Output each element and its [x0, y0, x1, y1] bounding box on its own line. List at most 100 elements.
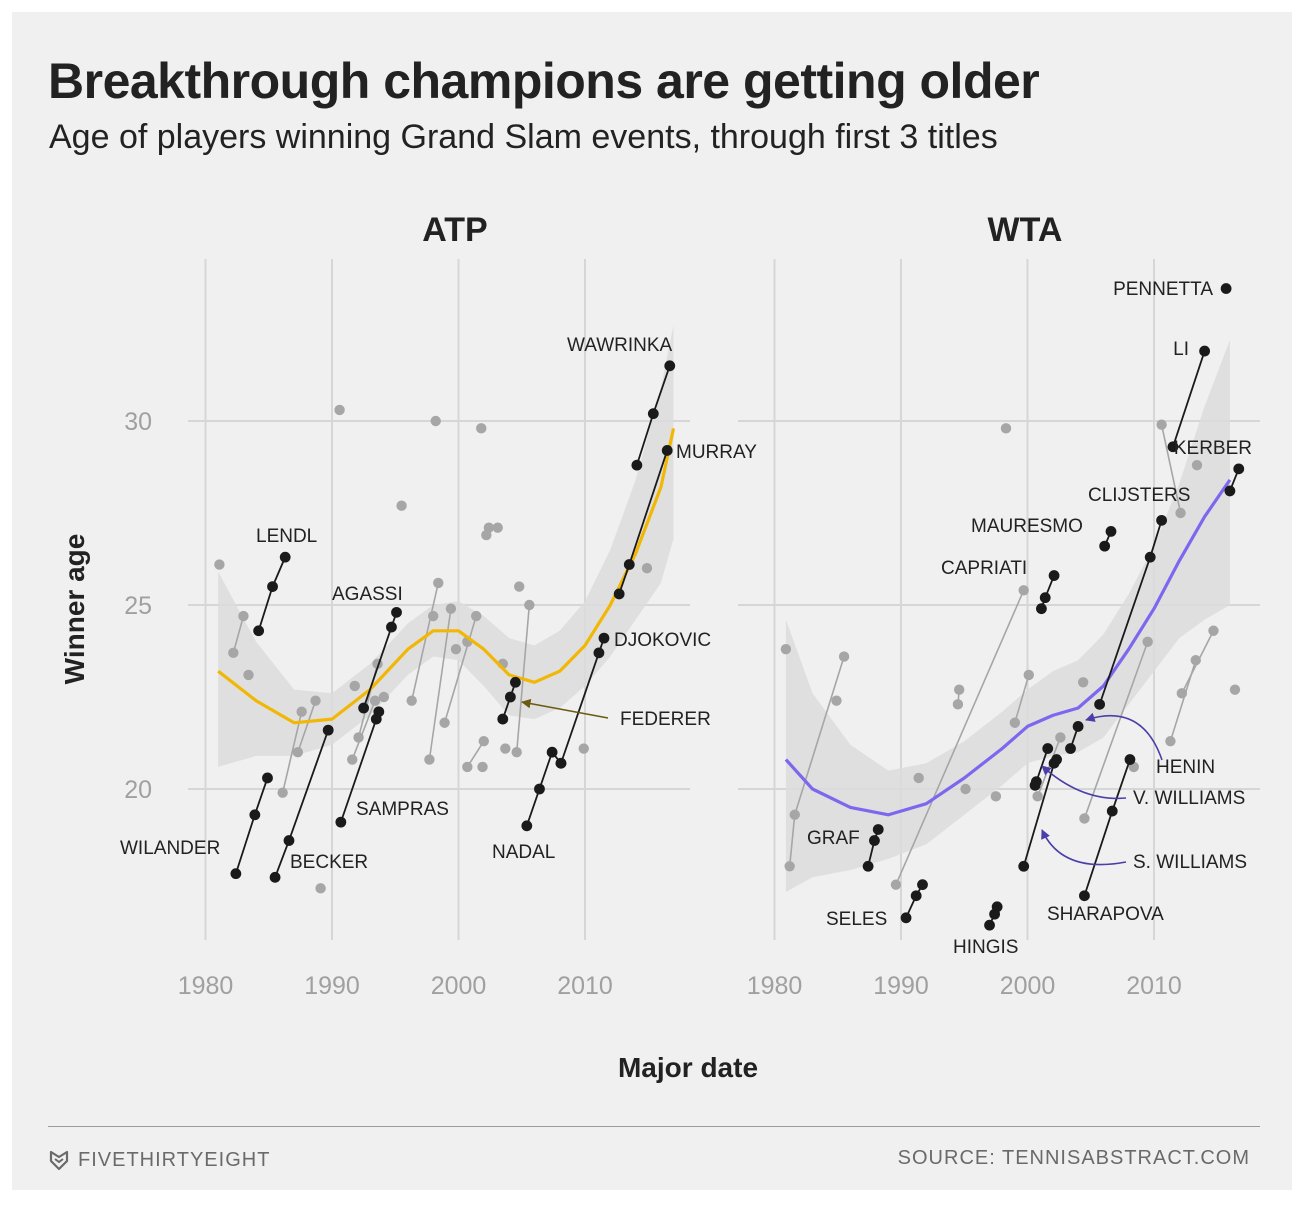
wta-other-point: [1156, 419, 1167, 430]
wta-label-li: LI: [1173, 339, 1189, 360]
atp-other-point: [471, 610, 482, 622]
wta-graf-point: [869, 835, 880, 846]
atp-other-player-line: [428, 608, 452, 760]
wta-other-point: [890, 879, 902, 890]
atp-other-point: [514, 581, 525, 592]
wta-label-mauresmo: MAURESMO: [971, 516, 1083, 537]
wta-other-point: [1077, 677, 1089, 688]
atp-label-sampras: SAMPRAS: [356, 799, 449, 820]
wta-label-s-williams: S. WILLIAMS: [1133, 852, 1247, 873]
atp-label-agassi: AGASSI: [332, 584, 403, 605]
wta-kerber-point: [1224, 485, 1236, 497]
atp-djokovic-point: [593, 647, 605, 659]
wta-other-point: [1176, 688, 1188, 699]
wta-facet-title: WTA: [988, 211, 1063, 249]
wta-graf-point: [862, 860, 874, 872]
wta-other-player-line: [895, 589, 1025, 885]
wta-other-point: [789, 809, 800, 820]
atp-lendl-point: [253, 625, 265, 637]
wta-other-point: [780, 643, 792, 655]
atp-other-point: [641, 563, 653, 574]
wta-trend-line: [784, 478, 1232, 817]
wta-s-williams-point: [1018, 860, 1030, 872]
wta-v-williams-point: [1042, 743, 1054, 754]
atp-other-point: [578, 743, 589, 754]
wta-confidence-band: [785, 340, 1230, 892]
henin-arrow: [1085, 712, 1163, 761]
wta-s-williams-line: [1022, 759, 1058, 867]
atp-murray-point: [661, 445, 673, 456]
federer-arrow: [521, 698, 609, 719]
wta-other-point: [953, 684, 965, 695]
atp-other-point: [296, 706, 307, 717]
atp-other-point: [347, 754, 358, 765]
wta-mauresmo-point: [1105, 526, 1117, 537]
chart-svg: Major date Winner age ATP 20 25 30 1980 1990 200…: [59, 211, 1260, 1083]
atp-other-point: [228, 647, 239, 659]
wta-other-point: [1055, 732, 1066, 743]
wta-other-point: [1018, 585, 1029, 596]
atp-other-point: [450, 643, 462, 655]
wta-label-graf: GRAF: [807, 828, 860, 849]
atp-agassi-point: [386, 621, 397, 633]
s-williams-arrow: [1041, 829, 1127, 866]
footer-divider: [48, 1126, 1260, 1127]
wta-other-point: [960, 783, 971, 795]
chart-title: Breakthrough champions are getting older: [48, 53, 1040, 109]
wta-label-hingis: HINGIS: [953, 937, 1018, 958]
atp-nadal-point: [546, 746, 558, 758]
wta-other-player-line: [1014, 674, 1030, 723]
atp-wilander-point: [249, 809, 261, 821]
atp-x-tick-label: 1980: [178, 972, 234, 1000]
wta-clijsters-point: [1144, 551, 1156, 563]
atp-other-player-line: [351, 700, 376, 760]
atp-federer-point: [497, 713, 509, 725]
atp-other-point: [481, 529, 492, 541]
wta-other-point: [1032, 791, 1043, 802]
atp-other-point: [396, 500, 407, 511]
atp-murray-point: [623, 559, 635, 570]
atp-other-point: [433, 577, 444, 589]
wta-other-point: [1000, 423, 1012, 434]
wta-other-point: [838, 651, 850, 662]
atp-other-point: [214, 559, 225, 570]
wta-s-williams-point: [1051, 754, 1062, 765]
wta-other-point: [831, 695, 842, 706]
wta-other-point: [913, 772, 924, 784]
atp-other-point: [430, 415, 441, 427]
atp-x-tick-label: 1990: [304, 972, 360, 1000]
atp-other-player-line: [297, 700, 317, 753]
y-tick-label: 30: [124, 408, 152, 436]
atp-other-point: [369, 695, 381, 706]
wta-other-point: [1229, 684, 1241, 695]
atp-federer-point: [510, 676, 521, 688]
wta-sharapova-point: [1124, 754, 1136, 765]
atp-other-point: [406, 695, 417, 706]
atp-other-point: [238, 610, 249, 622]
wta-label-capriati: CAPRIATI: [941, 558, 1027, 579]
wta-henin-point: [1072, 721, 1084, 732]
wta-capriati-point: [1048, 570, 1060, 581]
atp-other-point: [292, 747, 304, 758]
atp-other-point: [315, 883, 326, 894]
wta-li-line: [1172, 350, 1206, 448]
wta-hingis-point: [991, 901, 1003, 913]
wta-other-point: [1208, 625, 1219, 636]
atp-other-point: [277, 787, 288, 798]
atp-other-player-line: [410, 582, 440, 701]
wta-other-point: [1191, 459, 1203, 471]
wta-other-point: [1009, 717, 1021, 728]
wta-label-kerber: KERBER: [1174, 438, 1252, 459]
atp-facet-title: ATP: [422, 211, 487, 249]
wta-henin-point: [1065, 743, 1076, 754]
atp-sampras-point: [373, 706, 385, 718]
wta-capriati-point: [1036, 603, 1047, 615]
atp-djokovic-point: [555, 757, 567, 769]
wta-label-pennetta: PENNETTA: [1113, 279, 1213, 300]
atp-label-murray: MURRAY: [676, 442, 757, 463]
atp-nadal-point: [521, 820, 533, 832]
wta-hingis-point: [984, 919, 995, 931]
atp-other-point: [349, 680, 360, 692]
wta-x-tick-label: 1980: [747, 972, 803, 1000]
wta-x-tick-label: 2010: [1126, 972, 1182, 1000]
